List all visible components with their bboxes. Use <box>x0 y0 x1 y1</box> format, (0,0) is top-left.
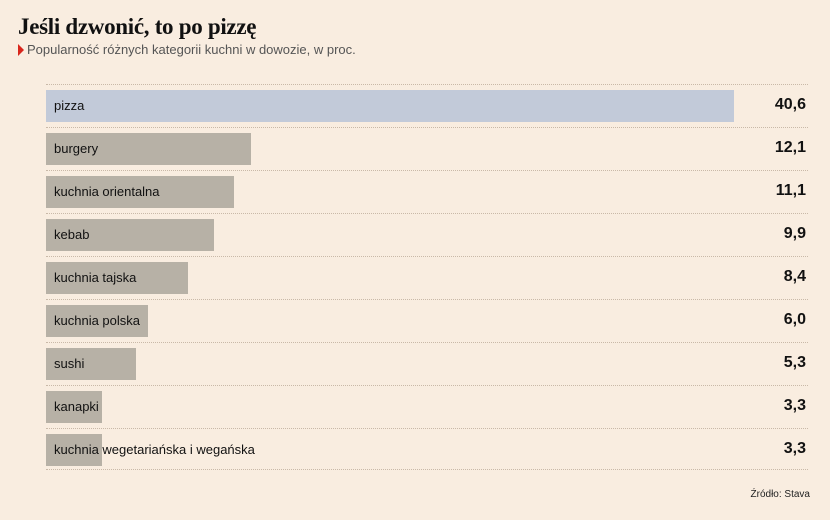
bar-value-label: 6,0 <box>783 311 806 328</box>
bar-row: sushi 5,3 <box>46 342 808 385</box>
bar-value-label: 11,1 <box>775 182 806 199</box>
bar-label: sushi <box>54 356 85 371</box>
chart-bottom-rule <box>46 469 808 470</box>
bar-row: kebab 9,9 <box>46 213 808 256</box>
bar-row: kuchnia orientalna 11,1 <box>46 170 808 213</box>
chart-title: Jeśli dzwonić, to po pizzę <box>18 14 257 39</box>
bar-label: kuchnia polska <box>54 313 140 328</box>
bar <box>46 434 102 466</box>
bar <box>46 348 136 380</box>
bar <box>46 219 214 251</box>
chart-subtitle-text: Popularność różnych kategorii kuchni w d… <box>27 42 356 57</box>
row-divider <box>46 127 808 128</box>
row-divider <box>46 170 808 171</box>
play-arrow-icon <box>18 43 24 56</box>
bar-row: burgery 12,1 <box>46 127 808 170</box>
bar-value-label: 3,3 <box>783 440 806 457</box>
row-divider <box>46 256 808 257</box>
bar <box>46 305 148 337</box>
bar-row: kanapki 3,3 <box>46 385 808 428</box>
source-note: Źródło: Stava <box>750 489 810 500</box>
row-divider <box>46 385 808 386</box>
row-divider <box>46 342 808 343</box>
bar <box>46 90 734 122</box>
bar-label: kuchnia orientalna <box>54 184 160 199</box>
bar <box>46 262 188 294</box>
bar-row: kuchnia polska 6,0 <box>46 299 808 342</box>
bar <box>46 133 251 165</box>
chart-subtitle: Popularność różnych kategorii kuchni w d… <box>18 42 356 57</box>
bar-label: kebab <box>54 227 90 242</box>
bar-value-label: 8,4 <box>783 268 806 285</box>
bar-value-label: 5,3 <box>783 354 806 371</box>
bar-label: kuchnia tajska <box>54 270 137 285</box>
bar-row: kuchnia tajska 8,4 <box>46 256 808 299</box>
bar-label: kanapki <box>54 399 99 414</box>
bar-label: pizza <box>54 98 85 113</box>
bar-row: kuchnia wegetariańska i wegańska 3,3 <box>46 428 808 471</box>
row-divider <box>46 84 808 85</box>
row-divider <box>46 213 808 214</box>
bar-value-label: 12,1 <box>774 139 806 156</box>
bar-value-label: 3,3 <box>783 397 806 414</box>
bar <box>46 391 102 423</box>
bar-value-label: 40,6 <box>774 96 806 113</box>
row-divider <box>46 299 808 300</box>
bar-row: pizza 40,6 <box>46 84 808 127</box>
row-divider <box>46 428 808 429</box>
bar <box>46 176 234 208</box>
bar-label: kuchnia wegetariańska i wegańska <box>54 442 255 457</box>
bar-label: burgery <box>54 141 99 156</box>
bar-value-label: 9,9 <box>783 225 806 242</box>
